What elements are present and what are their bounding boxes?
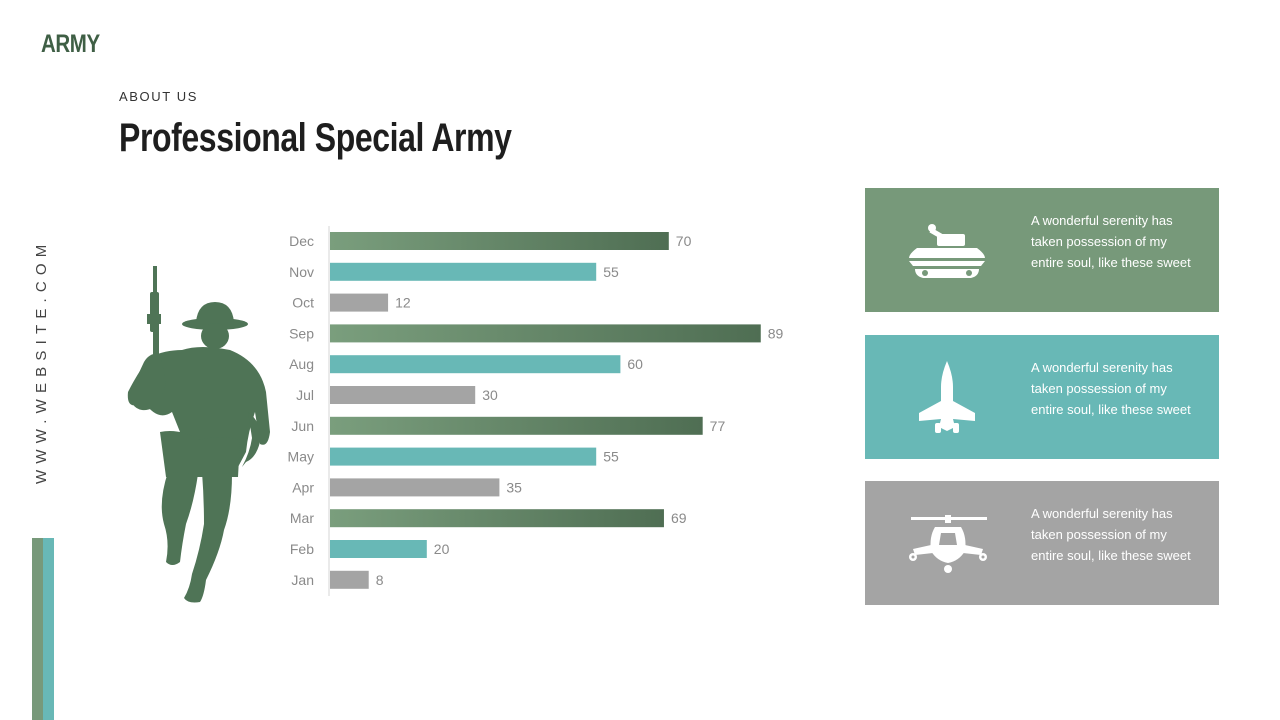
category-label: Sep bbox=[289, 325, 314, 341]
category-label: Jun bbox=[291, 418, 314, 434]
bar-mar bbox=[330, 509, 664, 528]
bar-apr bbox=[330, 478, 500, 497]
info-card-jet: A wonderful serenity has taken possessio… bbox=[865, 335, 1219, 459]
category-label: Apr bbox=[292, 479, 314, 495]
info-card-helicopter: A wonderful serenity has taken possessio… bbox=[865, 481, 1219, 605]
category-label: Feb bbox=[290, 541, 314, 557]
value-label: 60 bbox=[627, 356, 643, 372]
bar-oct bbox=[330, 293, 389, 312]
soldier-silhouette-icon bbox=[127, 266, 270, 603]
decor-bar-teal bbox=[43, 538, 54, 720]
card-text: A wonderful serenity has taken possessio… bbox=[1031, 213, 1191, 270]
bar-dec bbox=[330, 232, 669, 250]
helicopter-icon bbox=[909, 515, 987, 573]
value-label: 35 bbox=[506, 479, 522, 495]
page-title: Professional Special Army bbox=[119, 116, 512, 160]
value-label: 89 bbox=[768, 325, 784, 341]
info-card-tank: A wonderful serenity has taken possessio… bbox=[865, 188, 1219, 312]
bar-may bbox=[330, 447, 597, 466]
card-text: A wonderful serenity has taken possessio… bbox=[1031, 506, 1191, 563]
tank-icon bbox=[909, 224, 985, 278]
value-label: 77 bbox=[710, 418, 726, 434]
value-label: 55 bbox=[603, 264, 619, 280]
bar-feb bbox=[330, 540, 427, 558]
bar-aug bbox=[330, 355, 621, 374]
value-label: 12 bbox=[395, 295, 411, 311]
bar-jul bbox=[330, 386, 476, 404]
category-label: Jan bbox=[291, 572, 314, 588]
bar-nov bbox=[330, 262, 597, 281]
category-label: Jul bbox=[296, 387, 314, 403]
category-label: May bbox=[288, 449, 314, 465]
category-label: Oct bbox=[292, 295, 314, 311]
value-label: 69 bbox=[671, 510, 687, 526]
decor-bar-green bbox=[32, 538, 43, 720]
value-label: 55 bbox=[603, 449, 619, 465]
category-label: Aug bbox=[289, 356, 314, 372]
bar-jan bbox=[330, 570, 369, 589]
bar-sep bbox=[330, 324, 761, 343]
category-label: Nov bbox=[289, 264, 314, 280]
brand-logo-text: ARMY bbox=[41, 30, 100, 58]
value-label: 8 bbox=[376, 572, 384, 588]
value-label: 70 bbox=[676, 233, 692, 249]
fighter-jet-icon bbox=[919, 361, 975, 433]
value-label: 20 bbox=[434, 541, 450, 557]
bar-jun bbox=[330, 416, 703, 435]
category-label: Dec bbox=[289, 233, 314, 249]
section-eyebrow: ABOUT US bbox=[119, 89, 199, 104]
card-text: A wonderful serenity has taken possessio… bbox=[1031, 360, 1191, 417]
value-label: 30 bbox=[482, 387, 498, 403]
category-label: Mar bbox=[290, 510, 314, 526]
